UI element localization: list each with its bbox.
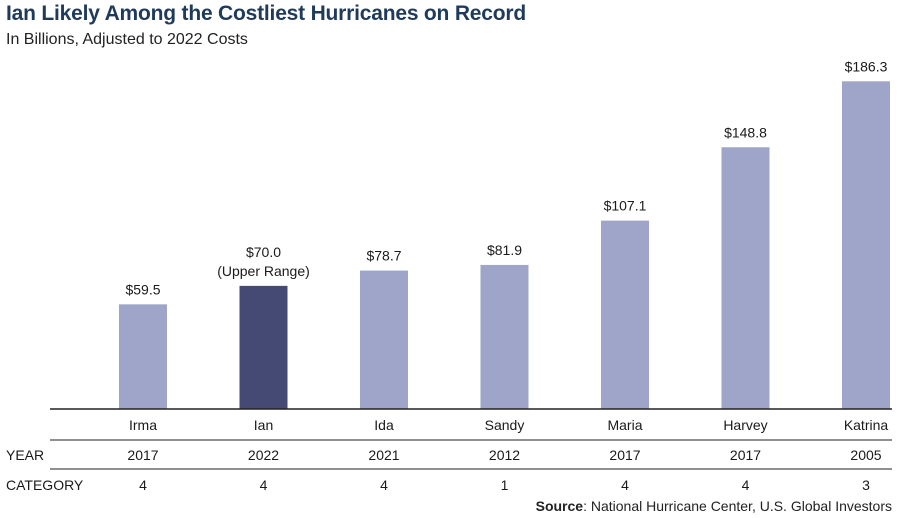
row-cell: 4 — [621, 477, 629, 493]
value-label: $107.1 — [604, 198, 647, 214]
row-cell: 2005 — [850, 447, 881, 463]
bar-maria — [601, 220, 649, 409]
bar-ian — [239, 285, 288, 409]
row-label-category: CATEGORY — [6, 477, 84, 493]
value-label: $186.3 — [845, 58, 888, 74]
bar-ida — [360, 270, 408, 409]
row-cell: 4 — [380, 477, 388, 493]
row-cell: 2017 — [609, 447, 640, 463]
row-label-year: YEAR — [6, 447, 44, 463]
x-tick-label: Ida — [374, 417, 394, 433]
x-tick-label: Harvey — [723, 417, 767, 433]
source-text: : National Hurricane Center, U.S. Global… — [583, 498, 892, 514]
bar-katrina — [842, 81, 890, 410]
chart-title: Ian Likely Among the Costliest Hurricane… — [6, 2, 526, 25]
x-tick-label: Sandy — [485, 417, 525, 433]
x-tick-label: Katrina — [844, 417, 889, 433]
x-tick-label: Irma — [129, 417, 157, 433]
row-cell: 2017 — [730, 447, 761, 463]
row-cell: 1 — [501, 477, 509, 493]
row-cell: 3 — [862, 477, 870, 493]
row-cell: 4 — [742, 477, 750, 493]
value-label: $148.8 — [724, 124, 767, 140]
bar-harvey — [721, 147, 770, 409]
bar-sandy — [480, 264, 529, 409]
chart-subtitle: In Billions, Adjusted to 2022 Costs — [6, 31, 248, 48]
value-label: $59.5 — [125, 281, 160, 297]
source-label: Source — [535, 498, 584, 514]
x-tick-label: Ian — [254, 417, 273, 433]
value-label: $81.9 — [487, 242, 522, 258]
row-cell: 2021 — [368, 447, 399, 463]
value-label: $70.0 — [246, 244, 281, 260]
value-label-note: (Upper Range) — [217, 263, 310, 279]
bar-irma — [119, 304, 167, 409]
row-cell: 4 — [260, 477, 268, 493]
value-label: $78.7 — [366, 248, 401, 264]
x-tick-label: Maria — [607, 417, 642, 433]
row-cell: 2012 — [489, 447, 520, 463]
row-cell: 4 — [139, 477, 147, 493]
row-cell: 2022 — [248, 447, 279, 463]
row-cell: 2017 — [127, 447, 158, 463]
source-note: Source: National Hurricane Center, U.S. … — [536, 498, 892, 514]
